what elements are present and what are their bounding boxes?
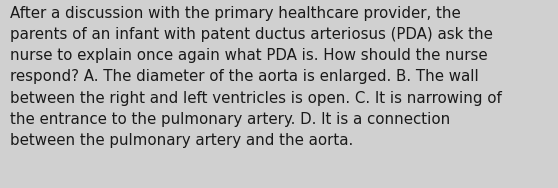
Text: After a discussion with the primary healthcare provider, the
parents of an infan: After a discussion with the primary heal… (10, 6, 502, 148)
